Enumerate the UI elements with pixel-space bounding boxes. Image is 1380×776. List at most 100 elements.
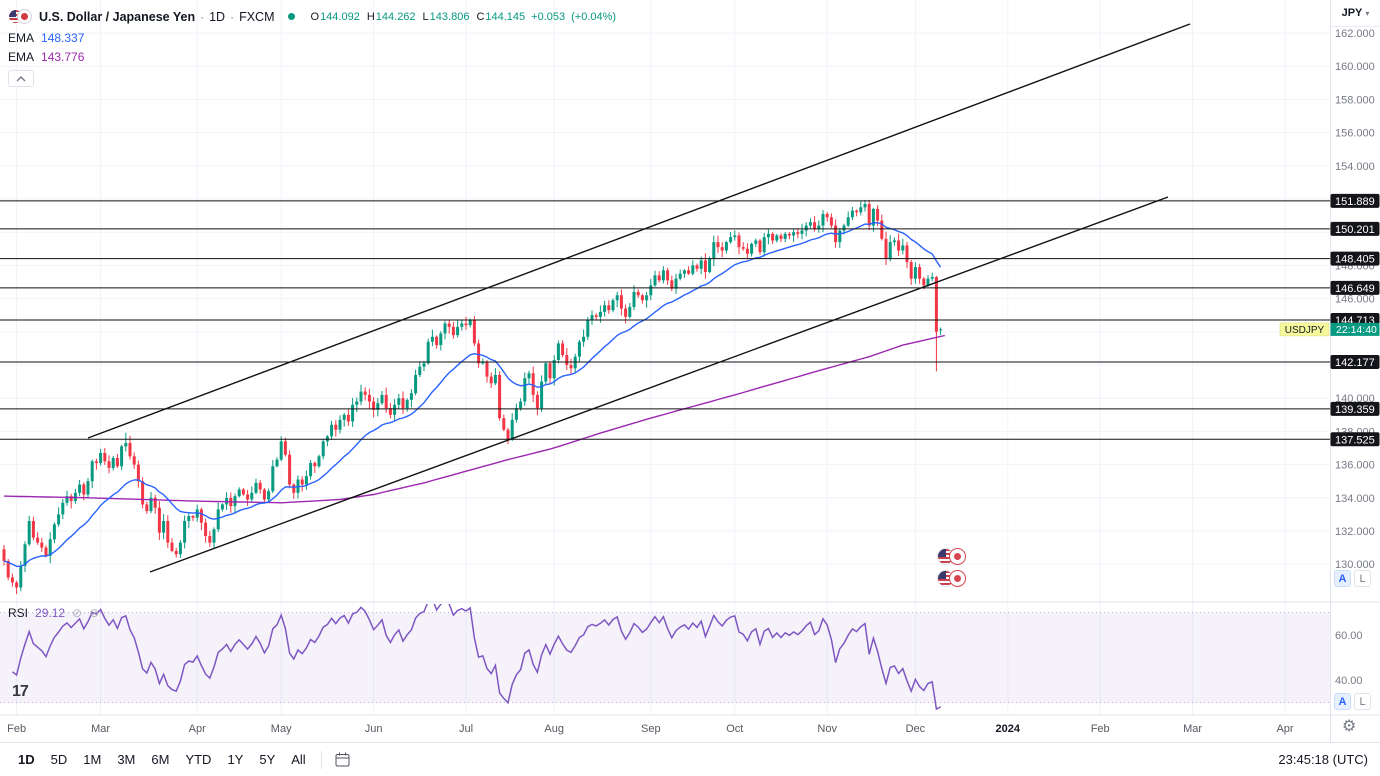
ema-fast-legend-row[interactable]: EMA 148.337	[8, 28, 616, 47]
separator-dot: ·	[230, 9, 235, 24]
symbol-title[interactable]: U.S. Dollar / Japanese Yen	[39, 9, 196, 24]
range-button-5y[interactable]: 5Y	[251, 748, 283, 771]
date-range-buttons: 1D 5D 1M 3M 6M YTD 1Y 5Y All	[10, 748, 314, 771]
range-button-1m[interactable]: 1M	[75, 748, 109, 771]
svg-text:130.000: 130.000	[1335, 559, 1375, 571]
ema-slow-legend-row[interactable]: EMA 143.776	[8, 47, 616, 66]
svg-text:Feb: Feb	[7, 723, 26, 735]
main-pane-scale-buttons: A L	[1334, 570, 1371, 587]
ticker-label: USDJPY 22:14:40	[1279, 322, 1380, 337]
economic-event-row[interactable]	[937, 548, 966, 565]
svg-text:134.000: 134.000	[1335, 493, 1375, 505]
ema-slow-value: 143.776	[41, 49, 85, 64]
ema-slow-label: EMA	[8, 49, 35, 64]
ema-fast-label: EMA	[8, 30, 35, 45]
bottom-toolbar: 1D 5D 1M 3M 6M YTD 1Y 5Y All 23:45:18 (UTC)	[0, 742, 1380, 776]
close-label: C	[476, 10, 485, 23]
svg-text:40.00: 40.00	[1335, 675, 1363, 687]
svg-text:156.000: 156.000	[1335, 128, 1375, 140]
price-lines-layer[interactable]	[0, 200, 1330, 440]
svg-text:136.000: 136.000	[1335, 460, 1375, 472]
svg-text:Feb: Feb	[1091, 723, 1110, 735]
separator-dot: ·	[200, 9, 205, 24]
svg-text:May: May	[271, 723, 292, 735]
time-axis[interactable]: Feb Mar Apr May Jun Jul Aug Sep Oct Nov Dec 2024 Feb…	[7, 723, 1294, 735]
chevron-up-icon	[16, 75, 26, 81]
close-value: 144.145	[485, 10, 526, 23]
interval-label[interactable]: 1D	[209, 9, 226, 24]
svg-text:146.000: 146.000	[1335, 294, 1375, 306]
log-scale-button[interactable]: L	[1354, 570, 1371, 587]
symbol-row[interactable]: U.S. Dollar / Japanese Yen · 1D · FXCM O…	[8, 5, 616, 28]
tradingview-watermark: 17	[12, 683, 29, 700]
symbol-logo-icon	[8, 8, 33, 25]
ema-slow-line	[3, 334, 945, 504]
ema-fast-value: 148.337	[41, 30, 85, 45]
rsi-legend[interactable]: RSI 29.12 ⊘ ⊘	[8, 604, 99, 622]
range-button-1d[interactable]: 1D	[10, 748, 43, 771]
svg-text:Nov: Nov	[817, 723, 837, 735]
trendlines-layer[interactable]	[87, 23, 1191, 573]
rsi-line	[11, 604, 941, 711]
axis-settings-gear-icon[interactable]: ⚙	[1342, 718, 1357, 735]
rsi-value: 29.12	[35, 606, 66, 620]
clock-utc[interactable]: 23:45:18 (UTC)	[1278, 752, 1368, 767]
open-value: 144.092	[320, 10, 360, 23]
range-button-ytd[interactable]: YTD	[177, 748, 219, 771]
economic-event-row[interactable]	[937, 570, 966, 587]
rsi-label: RSI	[8, 606, 29, 620]
range-button-all[interactable]: All	[283, 748, 313, 771]
chevron-down-icon: ▾	[1365, 8, 1370, 18]
chart-canvas[interactable]: 162.000160.000158.000156.000154.000148.0…	[0, 0, 1380, 742]
change-percent: (+0.04%)	[571, 10, 617, 23]
svg-text:Jul: Jul	[459, 723, 473, 735]
svg-text:Mar: Mar	[1183, 723, 1202, 735]
market-status-dot[interactable]	[287, 13, 295, 20]
range-button-5d[interactable]: 5D	[43, 748, 76, 771]
rsi-more-icon[interactable]: ⊘	[89, 606, 100, 620]
change-value: +0.053	[531, 10, 566, 23]
log-scale-button[interactable]: L	[1354, 693, 1371, 710]
svg-text:Oct: Oct	[726, 723, 743, 735]
rsi-hide-icon[interactable]: ⊘	[72, 606, 83, 620]
japan-event-flag-icon[interactable]	[949, 548, 966, 565]
auto-scale-button[interactable]: A	[1334, 570, 1351, 587]
price-axis[interactable]: 162.000160.000158.000156.000154.000148.0…	[0, 0, 1380, 742]
svg-text:Aug: Aug	[544, 723, 564, 735]
candles-layer	[2, 200, 943, 595]
rsi-pane-scale-buttons: A L	[1334, 693, 1371, 710]
ema-fast-line	[3, 221, 942, 567]
japan-event-flag-icon[interactable]	[949, 570, 966, 587]
svg-text:139.359: 139.359	[1335, 404, 1375, 416]
range-button-3m[interactable]: 3M	[109, 748, 143, 771]
auto-scale-button[interactable]: A	[1334, 693, 1351, 710]
svg-text:Apr: Apr	[189, 723, 206, 735]
japan-flag-icon	[17, 9, 32, 24]
svg-text:151.889: 151.889	[1335, 196, 1375, 208]
grid-layer	[0, 0, 1330, 715]
svg-text:158.000: 158.000	[1335, 94, 1375, 106]
go-to-date-button[interactable]	[329, 749, 356, 770]
svg-text:137.525: 137.525	[1335, 434, 1375, 446]
svg-text:154.000: 154.000	[1335, 161, 1375, 173]
svg-text:Mar: Mar	[91, 723, 110, 735]
svg-text:150.201: 150.201	[1335, 224, 1375, 236]
toolbar-divider	[320, 750, 322, 769]
svg-text:Sep: Sep	[641, 723, 661, 735]
collapse-legend-button[interactable]	[8, 70, 34, 87]
price-line-badges[interactable]: 151.889150.201148.405146.649144.713142.1…	[1330, 193, 1380, 447]
svg-text:22:14:40: 22:14:40	[1336, 324, 1377, 336]
exchange-label[interactable]: FXCM	[239, 9, 275, 24]
svg-text:160.000: 160.000	[1335, 61, 1375, 73]
price-axis-currency-dropdown[interactable]: JPY ▾	[1331, 0, 1380, 27]
svg-text:USDJPY: USDJPY	[1285, 325, 1325, 336]
high-label: H	[366, 10, 375, 23]
range-button-6m[interactable]: 6M	[143, 748, 177, 771]
symbol-legend: U.S. Dollar / Japanese Yen · 1D · FXCM O…	[8, 5, 616, 87]
svg-text:148.405: 148.405	[1335, 254, 1375, 266]
svg-text:162.000: 162.000	[1335, 28, 1375, 40]
range-button-1y[interactable]: 1Y	[219, 748, 251, 771]
currency-label: JPY	[1341, 7, 1363, 19]
svg-text:Jun: Jun	[365, 723, 383, 735]
rsi-band	[0, 612, 1330, 703]
